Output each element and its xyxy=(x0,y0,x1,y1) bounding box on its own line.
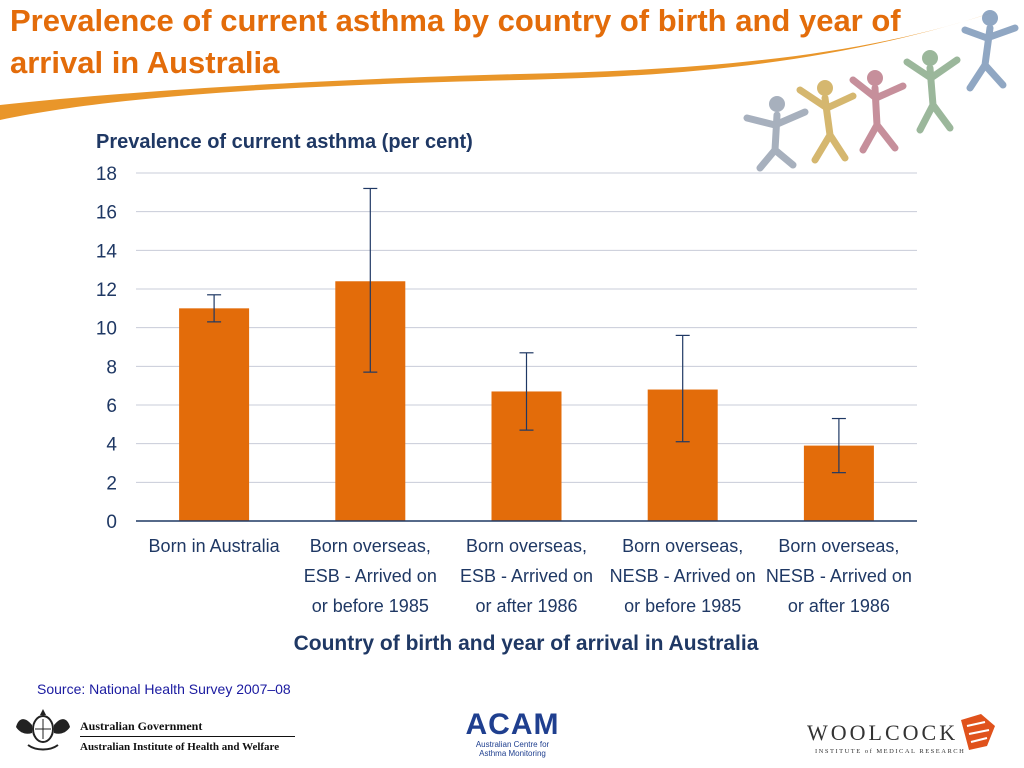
y-tick-label: 10 xyxy=(96,319,117,340)
x-category-label: Born in Australia xyxy=(149,536,281,556)
x-category-label: ESB - Arrived on xyxy=(304,566,437,586)
x-category-label: NESB - Arrived on xyxy=(610,566,756,586)
error-bar xyxy=(831,417,846,474)
error-bars xyxy=(207,187,846,474)
acam-line2: Asthma Monitoring xyxy=(479,749,546,758)
y-axis-ticks: 0 2 4 6 8 10 12 14 16 18 xyxy=(96,164,118,533)
x-category-label: Born overseas, xyxy=(778,536,899,556)
acam-line1: Australian Centre for xyxy=(475,740,550,749)
bar xyxy=(179,308,250,521)
chart-title: Prevalence of current asthma (per cent) xyxy=(96,131,473,153)
y-tick-label: 6 xyxy=(106,396,117,417)
bar-chart: Prevalence of current asthma (per cent) … xyxy=(96,131,917,655)
acam-wordmark: ACAM xyxy=(465,708,560,741)
y-tick-label: 8 xyxy=(106,357,117,378)
y-tick-label: 18 xyxy=(96,164,117,185)
source-note: Source: National Health Survey 2007–08 xyxy=(37,681,291,697)
error-bar xyxy=(675,334,690,443)
woolcock-emblem-icon xyxy=(961,714,995,750)
woolcock-subtitle: INSTITUTE of MEDICAL RESEARCH xyxy=(815,748,966,755)
x-category-label: NESB - Arrived on xyxy=(766,566,912,586)
error-bar xyxy=(363,187,378,373)
acam-logo: ACAM Australian Centre for Asthma Monito… xyxy=(455,710,570,766)
dancing-figures-decoration xyxy=(743,10,1019,172)
woolcock-logo: WOOLCOCK INSTITUTE of MEDICAL RESEARCH xyxy=(805,712,1005,762)
coat-of-arms-icon xyxy=(16,709,70,751)
x-category-label: or before 1985 xyxy=(624,596,741,616)
x-category-label: ESB - Arrived on xyxy=(460,566,593,586)
x-category-label: Born overseas, xyxy=(466,536,587,556)
y-tick-label: 16 xyxy=(96,203,117,224)
y-tick-label: 0 xyxy=(106,512,117,533)
slide-title: Prevalence of current asthma by country … xyxy=(10,3,901,80)
logo-divider xyxy=(80,736,295,737)
y-tick-label: 4 xyxy=(106,435,117,456)
x-category-label: Born overseas, xyxy=(622,536,743,556)
y-tick-label: 14 xyxy=(96,241,118,262)
aus-gov-label: Australian Government xyxy=(80,719,203,733)
woolcock-wordmark: WOOLCOCK xyxy=(807,720,959,745)
aihw-label: Australian Institute of Health and Welfa… xyxy=(80,741,280,753)
x-axis-categories: Born in Australia Born overseas, ESB - Arr… xyxy=(149,536,912,616)
x-category-label: or after 1986 xyxy=(475,596,577,616)
x-axis-title: Country of birth and year of arrival in … xyxy=(294,632,759,655)
x-category-label: or before 1985 xyxy=(312,596,429,616)
x-category-label: Born overseas, xyxy=(310,536,431,556)
error-bar xyxy=(519,352,534,431)
x-category-label: or after 1986 xyxy=(788,596,890,616)
aihw-logo: Australian Government Australian Institu… xyxy=(12,705,302,760)
error-bar xyxy=(207,294,222,323)
y-tick-label: 12 xyxy=(96,280,117,301)
y-tick-label: 2 xyxy=(106,473,117,494)
